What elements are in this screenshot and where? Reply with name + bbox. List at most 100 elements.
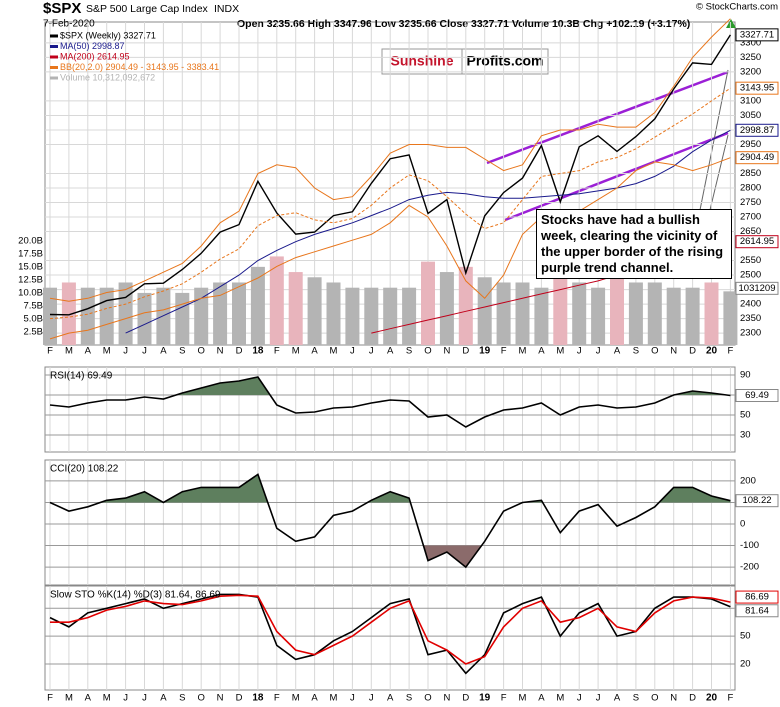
y2-tick-label: 20.0B bbox=[18, 235, 43, 246]
y-tick-label: 3300 bbox=[740, 37, 761, 48]
y2-tick-label: 10.0B bbox=[18, 287, 43, 298]
last-value-label: 2904.49 bbox=[740, 152, 774, 163]
y2-tick-label: 5.0B bbox=[23, 313, 43, 324]
x-tick-label: O bbox=[198, 693, 205, 704]
volume-bar bbox=[137, 292, 152, 345]
y-tick-label: 2800 bbox=[740, 183, 761, 194]
x-tick-label: O bbox=[424, 693, 431, 704]
volume-bar bbox=[345, 287, 360, 345]
x-tick-label: J bbox=[123, 693, 128, 704]
x-tick-label: M bbox=[556, 346, 564, 357]
x-tick-label: F bbox=[47, 346, 53, 357]
x-tick-label: A bbox=[311, 346, 318, 357]
x-tick-label: J bbox=[596, 693, 601, 704]
y-tick-label: 2400 bbox=[740, 299, 761, 310]
y-tick-label: 3050 bbox=[740, 110, 761, 121]
y-tick-label: 200 bbox=[740, 475, 756, 486]
volume-bar bbox=[43, 287, 57, 345]
x-tick-label: D bbox=[236, 346, 243, 357]
legend-entry: MA(50) 2998.87 bbox=[60, 41, 125, 51]
x-tick-label: J bbox=[142, 693, 147, 704]
volume-bar bbox=[326, 282, 341, 345]
up-arrow bbox=[726, 19, 736, 28]
panel-title: Slow STO %K(14) %D(3) 81.64, 86.69 bbox=[50, 590, 221, 601]
last-value-label-box bbox=[735, 151, 779, 165]
last-value-label-box bbox=[735, 123, 779, 137]
symbol: $SPX bbox=[43, 0, 81, 17]
volume-bar bbox=[118, 282, 133, 345]
logo-profits: Profits.com bbox=[466, 53, 543, 69]
x-tick-label: N bbox=[670, 346, 677, 357]
x-tick-label: A bbox=[85, 346, 92, 357]
volume-bar bbox=[213, 282, 228, 345]
x-tick-label: O bbox=[198, 346, 205, 357]
trend-upper bbox=[486, 70, 729, 165]
x-tick-label: F bbox=[727, 693, 733, 704]
x-tick-label: 18 bbox=[252, 693, 264, 704]
volume-bar bbox=[288, 272, 303, 345]
volume-bar bbox=[610, 277, 624, 345]
x-tick-label: 19 bbox=[479, 346, 491, 357]
volume-bar bbox=[307, 277, 322, 345]
x-tick-label: M bbox=[330, 693, 338, 704]
source: © StockCharts.com bbox=[696, 2, 778, 13]
x-tick-label: M bbox=[519, 346, 527, 357]
y-tick-label: 0 bbox=[740, 519, 745, 530]
volume-bar bbox=[383, 287, 398, 345]
indicator-line bbox=[49, 376, 731, 428]
x-tick-label: N bbox=[443, 693, 450, 704]
volume-bar bbox=[458, 266, 473, 345]
x-tick-label: A bbox=[387, 346, 394, 357]
x-tick-label: S bbox=[406, 346, 412, 357]
volume-bar bbox=[156, 287, 171, 345]
panel-title: RSI(14) 69.49 bbox=[50, 371, 113, 382]
volume-bar bbox=[553, 277, 568, 345]
x-tick-label: M bbox=[519, 693, 527, 704]
y-tick-label: 2950 bbox=[740, 139, 761, 150]
last-value-label: 3327.71 bbox=[740, 29, 774, 40]
volume-bar bbox=[99, 287, 114, 345]
x-tick-label: J bbox=[577, 693, 582, 704]
volume-bar bbox=[194, 287, 209, 345]
pointer bbox=[709, 134, 729, 211]
x-tick-label: D bbox=[236, 693, 243, 704]
x-tick-label: F bbox=[47, 693, 53, 704]
indicator-line bbox=[50, 594, 731, 665]
y-tick-label: 2350 bbox=[740, 313, 761, 324]
x-tick-label: M bbox=[330, 346, 338, 357]
x-tick-label: 19 bbox=[479, 693, 491, 704]
last-value-label: 2998.87 bbox=[740, 125, 774, 136]
volume-bar bbox=[421, 261, 435, 345]
y2-tick-label: 12.5B bbox=[18, 274, 43, 285]
volume-bar bbox=[477, 277, 492, 345]
annotation: Stocks have had a bullish week, clearing… bbox=[536, 209, 732, 279]
band-upper bbox=[49, 18, 731, 302]
volume-bar bbox=[61, 282, 76, 345]
band-lower bbox=[49, 157, 731, 340]
volume-bar bbox=[175, 292, 190, 345]
y-tick-label: 90 bbox=[740, 370, 751, 381]
x-tick-label: J bbox=[369, 346, 374, 357]
x-tick-label: J bbox=[123, 346, 128, 357]
x-tick-label: D bbox=[689, 693, 696, 704]
last-value-label: 69.49 bbox=[745, 390, 769, 401]
x-tick-label: N bbox=[217, 346, 224, 357]
x-tick-label: F bbox=[274, 693, 280, 704]
y-tick-label: 2550 bbox=[740, 255, 761, 266]
last-value-label: 2614.95 bbox=[740, 236, 774, 247]
volume-bar bbox=[534, 287, 549, 345]
indicator-line bbox=[49, 473, 731, 569]
y-tick-label: 50 bbox=[740, 410, 751, 421]
volume-last-label-box bbox=[735, 281, 779, 295]
last-value-label-box bbox=[735, 494, 779, 508]
x-tick-label: 20 bbox=[706, 693, 718, 704]
series-line bbox=[49, 87, 731, 320]
indicator-fill bbox=[100, 474, 731, 503]
volume-bar bbox=[591, 287, 606, 345]
x-tick-label: 18 bbox=[252, 346, 264, 357]
last-value-label-box bbox=[735, 81, 779, 95]
volume-bar bbox=[269, 256, 284, 345]
x-tick-label: M bbox=[103, 346, 111, 357]
x-tick-label: F bbox=[727, 346, 733, 357]
